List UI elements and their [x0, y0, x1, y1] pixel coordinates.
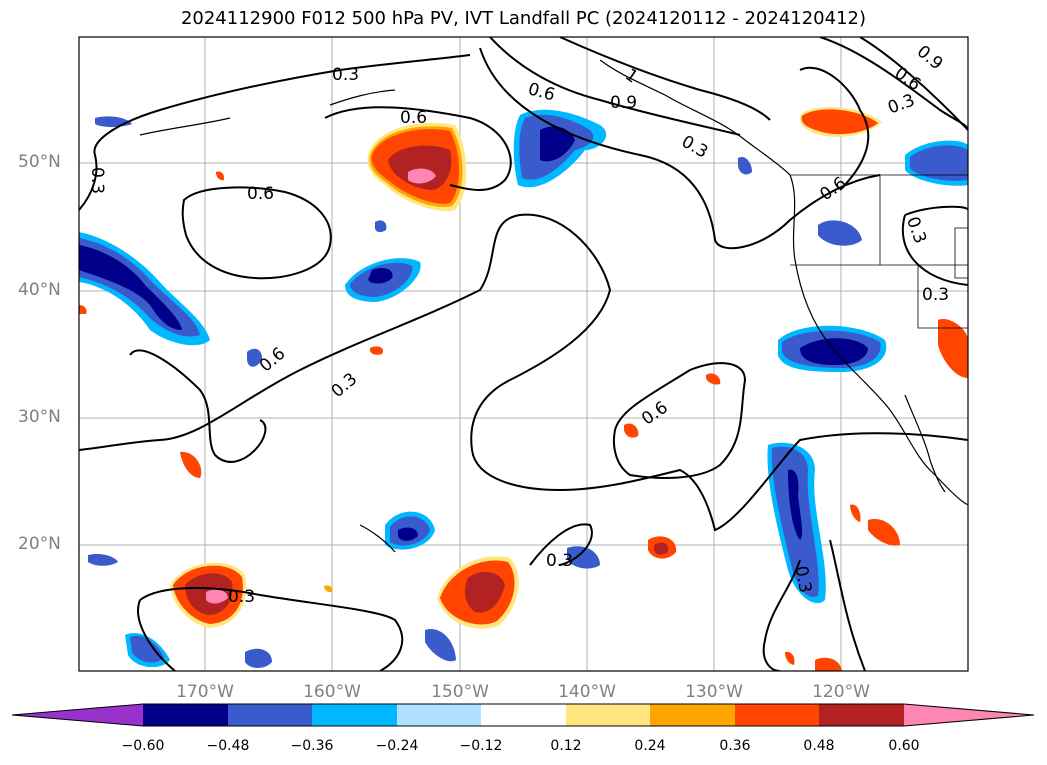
plot-border: [78, 36, 969, 672]
shade-blob-north-central: [367, 122, 467, 211]
contour-0.9-far-ne: [859, 37, 968, 131]
shade-blob-central: [345, 258, 421, 302]
colorbar-tick-label: −0.12: [459, 738, 503, 754]
contour-0.6-ne: [489, 37, 741, 136]
colorbar-bin: [735, 704, 819, 726]
colorbar-tick-label: 0.36: [719, 738, 751, 754]
lat-label: 30°N: [18, 407, 61, 427]
colorbar-bin: [481, 704, 566, 726]
contour-0.3-baja-2: [829, 539, 866, 671]
contour-label: 0.3: [228, 587, 255, 607]
shade-blob-gulf-alaska: [513, 109, 607, 188]
colorbar-tick-label: 0.60: [888, 738, 920, 754]
colorbar-tick-label: 0.48: [803, 738, 835, 754]
lon-label: 160°W: [303, 682, 361, 702]
colorbar-tick-label: 0.12: [550, 738, 582, 754]
shade-blob-southwest-warm: [170, 562, 247, 628]
contour-label: 0.3: [922, 285, 949, 305]
contour-label: 0.3: [791, 564, 815, 594]
contour-lines: [79, 37, 968, 671]
colorbar-bin: [819, 704, 904, 726]
contour-0.3-north-west: [79, 54, 471, 211]
state-borders: [790, 174, 968, 329]
contour-0.6-far-ne-2: [819, 37, 968, 131]
contour-0.3-south-loop: [137, 599, 176, 671]
colorbar-bin: [143, 704, 228, 726]
contour-0.3-big: [79, 213, 968, 532]
lon-label: 140°W: [558, 682, 616, 702]
contour-label: 0.6: [400, 108, 427, 128]
lat-label: 50°N: [18, 152, 61, 172]
colorbar-tick-label: 0.24: [634, 738, 666, 754]
contour-0.9-ne: [559, 37, 771, 121]
lon-label: 170°W: [176, 682, 234, 702]
colorbar-bin: [228, 704, 312, 726]
colorbar-tick-label: −0.36: [290, 738, 334, 754]
lat-label: 20°N: [18, 534, 61, 554]
lon-label: 150°W: [431, 682, 489, 702]
coastlines: [139, 59, 968, 553]
colorbar: [11, 703, 1035, 727]
colorbar-bin: [650, 704, 735, 726]
shade-blob-hawaii: [385, 511, 435, 550]
colorbar-underflow: [12, 704, 143, 726]
colorbar-bin: [397, 704, 481, 726]
shade-blob-south-central-warm: [437, 556, 519, 629]
contour-0.6-aleutian: [324, 106, 512, 191]
contour-label: 0.3: [332, 65, 359, 85]
contour-label: 0.6: [247, 184, 274, 204]
contour-label: 0.3: [546, 551, 573, 571]
colorbar-bin: [566, 704, 650, 726]
contour-0.6-north-loop: [181, 186, 332, 280]
colorbar-bin: [312, 704, 397, 726]
contour-label: 0.3: [87, 167, 107, 194]
lat-label: 40°N: [18, 280, 61, 300]
contour-0.6-mid: [129, 349, 267, 463]
contour-label: 0.9: [610, 93, 637, 113]
contour-0.3-baja: [762, 559, 801, 671]
contour-0.6-far-ne: [799, 66, 870, 191]
colorbar-tick-label: −0.48: [206, 738, 250, 754]
contour-0.3-east-loop: [901, 205, 968, 286]
shade-blob-baja: [767, 442, 826, 604]
lon-label: 120°W: [812, 682, 870, 702]
map-title: 2024112900 F012 500 hPa PV, IVT Landfall…: [180, 8, 867, 29]
negative-shading: [79, 109, 968, 668]
shade-blob-california: [778, 325, 887, 372]
positive-shading: [79, 106, 968, 671]
colorbar-tick-label: −0.60: [121, 738, 165, 754]
shade-blob-west-stream: [79, 232, 210, 346]
shade-blob-misc-warm: [79, 106, 968, 671]
contour-0.6-east: [612, 362, 747, 479]
contour-0.3-south-central: [529, 523, 593, 566]
colorbar-tick-label: −0.24: [375, 738, 419, 754]
colorbar-overflow: [904, 704, 1034, 726]
lon-label: 130°W: [685, 682, 743, 702]
contour-0.3-ne: [479, 47, 881, 250]
contour-0.3-south: [139, 587, 404, 671]
